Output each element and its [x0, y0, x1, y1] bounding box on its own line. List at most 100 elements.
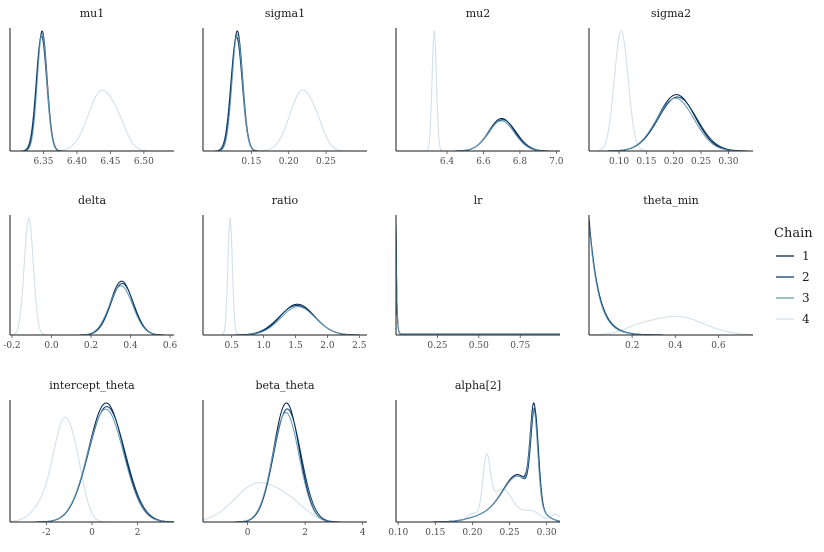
density-line-chain-1 [10, 402, 175, 523]
density-line-chain-2 [203, 304, 368, 336]
panel-title: delta [78, 194, 106, 207]
x-tick-label: 7.0 [549, 157, 564, 167]
x-tick-label: 0.25 [500, 528, 520, 538]
x-tick-label: 2 [302, 528, 308, 538]
panel-mu1: mu1 6.35 6.40 6.45 6.50 [9, 7, 174, 167]
density-line-chain-4 [395, 281, 560, 335]
x-tick-label: 6.4 [440, 157, 455, 167]
legend: Chain 1 2 3 4 [774, 226, 813, 326]
x-tick-label: 0.4 [123, 341, 138, 351]
density-line-chain-3 [10, 408, 175, 523]
panel-title: mu1 [80, 7, 105, 20]
x-tick-label: 0.25 [691, 157, 711, 167]
density-line-chain-1 [396, 117, 560, 152]
x-tick-label: 6.40 [67, 157, 87, 167]
panel-title: theta_min [643, 194, 699, 207]
x-tick-label: 4 [360, 528, 366, 538]
x-tick-label: 6.45 [100, 157, 120, 167]
density-line-chain-3 [395, 221, 560, 335]
density-line-chain-4 [589, 30, 753, 152]
x-tick-label: 0.25 [316, 157, 336, 167]
density-line-chain-4 [9, 217, 174, 336]
x-tick-label: 0.4 [668, 341, 683, 351]
x-tick-label: 0.20 [279, 157, 299, 167]
x-tick-label: 0.2 [84, 341, 98, 351]
x-tick-label: 0.15 [425, 528, 445, 538]
x-tick-label: 1.0 [256, 341, 271, 351]
panel-title: sigma2 [651, 7, 691, 20]
density-line-chain-1 [203, 303, 367, 336]
density-line-chain-3 [10, 285, 174, 336]
x-tick-label: 6.35 [33, 157, 53, 167]
x-tick-label: 6.6 [476, 157, 491, 167]
panel-ratio: ratio 0.5 1.0 1.5 2.0 2.5 [202, 194, 368, 351]
density-line-chain-4 [9, 416, 174, 523]
density-line-chain-1 [588, 217, 753, 336]
x-tick-label: 0.15 [636, 157, 656, 167]
panel-title: beta_theta [255, 379, 314, 392]
density-line-chain-2 [396, 119, 560, 152]
density-line-chain-1 [10, 30, 174, 152]
x-tick-label: 0.15 [241, 157, 261, 167]
legend-label-chain-3: 3 [802, 291, 810, 305]
panel-lr: lr 0.25 0.50 0.75 [395, 194, 560, 351]
density-line-chain-4 [202, 482, 367, 523]
panel-title: sigma1 [265, 7, 305, 20]
x-tick-label: 0.10 [609, 157, 629, 167]
panel-intercept_theta: intercept_theta -2 0 2 [9, 379, 175, 538]
density-line-chain-2 [10, 35, 174, 152]
panel-sigma1: sigma1 0.15 0.20 0.25 [202, 7, 367, 167]
x-tick-label: 0.20 [462, 528, 482, 538]
x-tick-label: 2.5 [352, 341, 367, 351]
x-tick-label: -0.2 [3, 341, 20, 351]
x-tick-label: 1.5 [288, 341, 303, 351]
density-line-chain-2 [395, 223, 560, 335]
x-tick-label: 0.25 [427, 341, 447, 351]
density-line-chain-2 [589, 96, 754, 152]
x-tick-label: 0.6 [711, 341, 726, 351]
density-line-chain-3 [588, 222, 753, 336]
x-tick-label: 0.5 [225, 341, 240, 351]
x-tick-label: 0.20 [664, 157, 684, 167]
density-line-chain-1 [589, 94, 753, 152]
panel-alpha[2]: alpha[2] 0.10 0.15 0.20 0.25 0.30 [388, 379, 561, 538]
legend-title: Chain [774, 226, 813, 241]
legend-label-chain-4: 4 [802, 312, 810, 326]
panel-title: lr [474, 194, 484, 207]
x-tick-label: 0.50 [469, 341, 489, 351]
x-tick-label: 0.75 [510, 341, 530, 351]
x-tick-label: 0.30 [718, 157, 738, 167]
density-line-chain-1 [203, 402, 367, 523]
x-tick-label: 0 [245, 528, 251, 538]
density-line-chain-2 [396, 407, 561, 523]
density-line-chain-2 [203, 36, 367, 152]
density-line-chain-2 [10, 406, 175, 523]
x-tick-label: 0.10 [388, 528, 408, 538]
density-line-chain-3 [589, 97, 753, 152]
density-line-chain-4 [588, 315, 754, 336]
x-tick-label: 0.6 [163, 341, 178, 351]
x-tick-label: 6.8 [513, 157, 528, 167]
density-line-chain-2 [588, 220, 753, 336]
panel-theta_min: theta_min 0.2 0.4 0.6 [588, 194, 754, 351]
x-tick-label: 0.2 [625, 341, 639, 351]
panel-mu2: mu2 6.4 6.6 6.8 7.0 [395, 7, 564, 167]
density-line-chain-3 [396, 120, 560, 152]
panel-beta_theta: beta_theta 0 2 4 [202, 379, 367, 538]
density-line-chain-3 [203, 34, 367, 152]
panel-delta: delta -0.2 0.0 0.2 0.4 0.6 [3, 194, 177, 351]
density-line-chain-4 [203, 217, 367, 336]
legend-label-chain-1: 1 [802, 249, 810, 263]
density-line-chain-1 [395, 217, 560, 335]
density-line-chain-4 [396, 453, 561, 523]
panel-title: mu2 [466, 7, 491, 20]
legend-label-chain-2: 2 [802, 270, 810, 284]
panel-title: ratio [272, 194, 299, 207]
x-tick-label: 0.30 [537, 528, 557, 538]
x-tick-label: 0.0 [44, 341, 59, 351]
density-line-chain-3 [10, 32, 174, 152]
x-tick-label: 0 [89, 528, 95, 538]
x-tick-label: 2.0 [320, 341, 335, 351]
x-tick-label: 2 [135, 528, 141, 538]
